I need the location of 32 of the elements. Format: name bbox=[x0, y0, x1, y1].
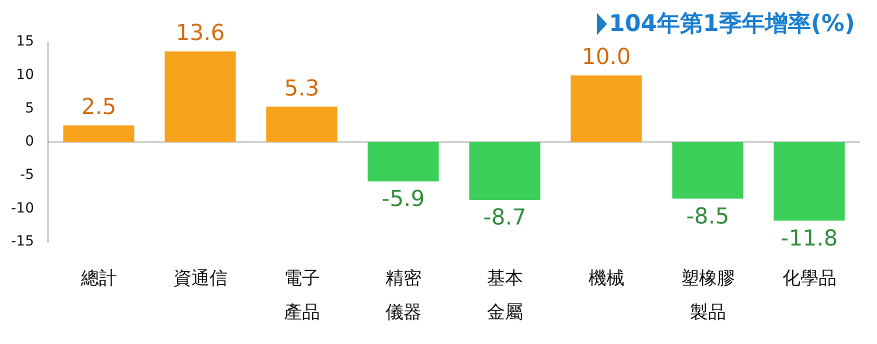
data-label: -8.7 bbox=[483, 206, 526, 231]
bar bbox=[164, 51, 236, 142]
x-tick-label: 電子產品 bbox=[284, 268, 320, 323]
bar bbox=[672, 142, 744, 199]
x-tick-label: 塑橡膠製品 bbox=[680, 268, 735, 323]
bar bbox=[266, 106, 338, 142]
bar bbox=[63, 125, 134, 142]
x-tick-label: 化學品 bbox=[782, 268, 836, 289]
data-label: 10.0 bbox=[582, 45, 631, 70]
x-tick-label: 總計 bbox=[80, 268, 117, 289]
data-label: -5.9 bbox=[382, 187, 425, 212]
bar bbox=[469, 142, 540, 200]
data-label: 5.3 bbox=[284, 76, 320, 102]
x-tick-label: 基本金屬 bbox=[486, 268, 523, 323]
data-label: -11.8 bbox=[780, 226, 838, 252]
data-label: -8.5 bbox=[686, 204, 730, 230]
bar bbox=[368, 142, 439, 182]
x-tick-label: 機械 bbox=[588, 268, 624, 289]
y-tick-label: 0 bbox=[25, 134, 34, 150]
bar bbox=[570, 75, 642, 142]
data-label: 2.5 bbox=[81, 95, 116, 120]
y-tick-label: 10 bbox=[16, 66, 34, 83]
chart-title: 104年第1季年增率(%) bbox=[608, 10, 855, 39]
y-tick-label: 15 bbox=[16, 34, 34, 50]
data-label: 13.6 bbox=[176, 21, 225, 46]
y-tick-label: 5 bbox=[25, 100, 34, 116]
y-tick-label: -15 bbox=[11, 234, 34, 250]
x-tick-label: 資通信 bbox=[173, 268, 228, 289]
y-tick-label: -5 bbox=[20, 166, 34, 183]
x-tick-label: 精密儀器 bbox=[385, 268, 422, 323]
bar bbox=[774, 142, 845, 221]
y-tick-label: -10 bbox=[11, 200, 34, 216]
